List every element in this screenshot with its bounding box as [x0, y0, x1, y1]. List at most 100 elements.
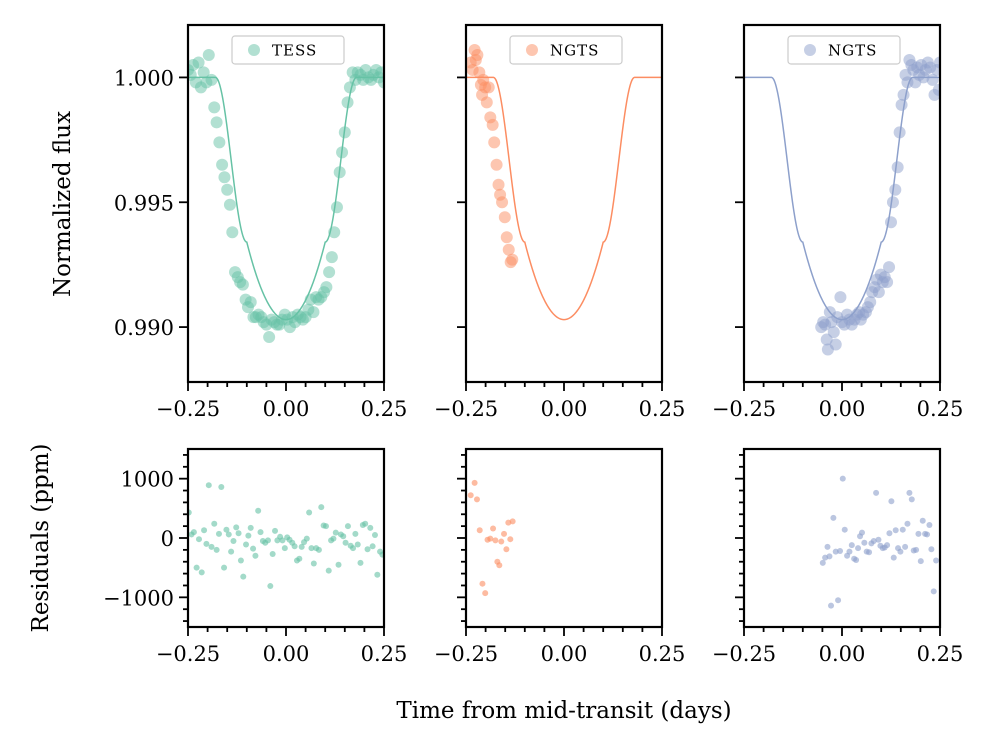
residual-point — [298, 543, 305, 550]
residual-point — [837, 548, 844, 555]
x-tick-label-top: 0.25 — [917, 397, 964, 421]
residual-point — [873, 489, 880, 496]
flux-point — [506, 253, 519, 266]
residual-panel-ngts-2 — [819, 475, 940, 609]
legend-box — [231, 35, 345, 65]
residual-point — [913, 546, 920, 553]
residual-point — [471, 479, 478, 486]
flux-point — [320, 281, 333, 294]
legend-label: TESS — [272, 42, 317, 60]
x-tick-label-bottom: −0.25 — [434, 642, 498, 666]
residual-point — [841, 526, 848, 533]
x-tick-label-top: 0.25 — [361, 397, 408, 421]
x-tick-label-bottom: 0.00 — [541, 642, 588, 666]
y-tick-label-residuals: 1000 — [121, 468, 174, 492]
residual-point — [203, 540, 210, 547]
transit-model-line — [466, 76, 662, 321]
residual-point — [342, 539, 349, 546]
x-tick-label-top: −0.25 — [712, 397, 776, 421]
residual-point — [509, 518, 516, 525]
flux-point — [482, 81, 495, 94]
residual-point — [930, 588, 937, 595]
residual-point — [190, 529, 197, 536]
residual-point — [310, 560, 317, 567]
residual-point — [250, 545, 257, 552]
residual-point — [364, 546, 371, 553]
residual-point — [501, 530, 508, 537]
residual-point — [890, 554, 897, 561]
legend-ngts-2: NGTS — [787, 35, 901, 65]
flux-point — [263, 331, 276, 344]
x-tick-label-top: −0.25 — [434, 397, 498, 421]
flux-point — [378, 76, 384, 89]
residual-point — [467, 492, 474, 499]
y-tick-label-residuals: −1000 — [103, 586, 174, 610]
flux-point — [881, 276, 894, 289]
residual-point — [228, 548, 235, 555]
residual-point — [848, 542, 855, 549]
flux-point — [325, 251, 338, 264]
residual-point — [267, 583, 274, 590]
residual-point — [340, 533, 347, 540]
residual-point — [853, 556, 860, 563]
residual-point — [473, 496, 480, 503]
flux-point — [498, 211, 511, 224]
residual-point — [826, 553, 833, 560]
y-tick-label-flux: 1.000 — [114, 66, 174, 90]
residual-point — [830, 514, 837, 521]
flux-point — [834, 291, 847, 304]
residual-point — [828, 602, 835, 609]
residual-point — [354, 541, 361, 548]
residual-point — [218, 483, 225, 490]
flux-point — [500, 231, 513, 244]
chart-axes — [179, 23, 942, 636]
x-tick-label-bottom: 0.25 — [361, 642, 408, 666]
residual-point — [201, 527, 208, 534]
residual-point — [487, 535, 494, 542]
x-tick-label-top: 0.00 — [263, 397, 310, 421]
residual-point — [858, 529, 865, 536]
residual-point — [213, 546, 220, 553]
residual-point — [846, 548, 853, 555]
residual-point — [308, 545, 315, 552]
residual-point — [233, 524, 240, 531]
y-tick-label-flux: 0.995 — [114, 191, 174, 215]
flux-point — [341, 96, 354, 109]
flux-point — [829, 338, 842, 351]
residual-point — [928, 546, 935, 553]
residual-point — [503, 546, 510, 553]
flux-point — [492, 178, 505, 191]
flux-point — [490, 158, 503, 171]
residual-point — [819, 559, 826, 566]
residual-panel-tess — [188, 482, 384, 590]
residual-point — [225, 531, 232, 538]
flux-point — [375, 66, 384, 79]
x-tick-label-bottom: 0.00 — [819, 642, 866, 666]
y-tick-label-residuals: 0 — [161, 527, 174, 551]
residual-point — [332, 529, 339, 536]
chart-text: Normalized flux Residuals (ppm) Time fro… — [28, 35, 964, 724]
residual-point — [875, 536, 882, 543]
residual-point — [223, 526, 230, 533]
x-tick-label-bottom: 0.25 — [639, 642, 686, 666]
legend-marker — [526, 44, 538, 56]
flux-panel-tess — [188, 48, 384, 344]
legend-label: NGTS — [550, 42, 599, 60]
residual-point — [371, 532, 378, 539]
residual-point — [193, 564, 200, 571]
x-tick-label-bottom: 0.00 — [263, 642, 310, 666]
y-axis-label-residuals: Residuals (ppm) — [28, 443, 54, 632]
residual-point — [357, 559, 364, 566]
residual-point — [367, 524, 374, 531]
x-tick-label-top: 0.00 — [819, 397, 866, 421]
flux-point — [236, 278, 249, 291]
transit-model-line — [188, 76, 384, 321]
residual-point — [315, 546, 322, 553]
flux-point — [820, 333, 833, 346]
residual-point — [870, 537, 877, 544]
residual-point — [281, 545, 288, 552]
residual-point — [892, 527, 899, 534]
flux-point — [895, 98, 908, 111]
residual-point — [884, 542, 891, 549]
residual-point — [839, 475, 846, 482]
